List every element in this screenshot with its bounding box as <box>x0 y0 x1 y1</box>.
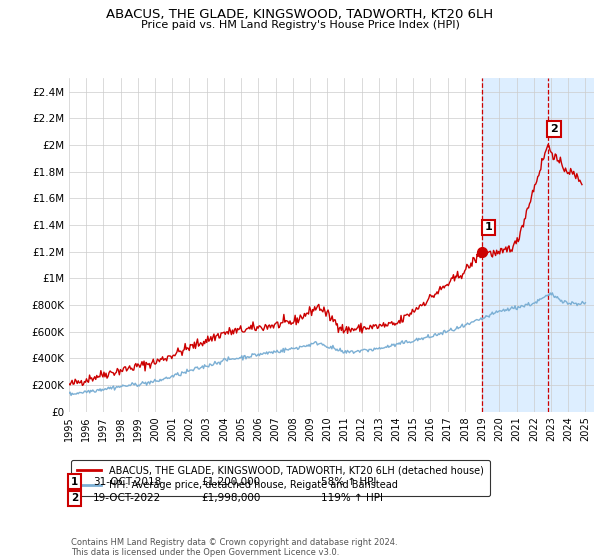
Text: Price paid vs. HM Land Registry's House Price Index (HPI): Price paid vs. HM Land Registry's House … <box>140 20 460 30</box>
Text: 19-OCT-2022: 19-OCT-2022 <box>93 493 161 503</box>
Legend: ABACUS, THE GLADE, KINGSWOOD, TADWORTH, KT20 6LH (detached house), HPI: Average : ABACUS, THE GLADE, KINGSWOOD, TADWORTH, … <box>71 460 490 496</box>
Bar <box>482 78 594 412</box>
Text: 31-OCT-2018: 31-OCT-2018 <box>93 477 161 487</box>
Text: 1: 1 <box>485 222 493 232</box>
Text: £1,200,000: £1,200,000 <box>201 477 260 487</box>
Text: 1: 1 <box>71 477 78 487</box>
Text: 2: 2 <box>71 493 78 503</box>
Text: Contains HM Land Registry data © Crown copyright and database right 2024.
This d: Contains HM Land Registry data © Crown c… <box>71 538 397 557</box>
Text: 58% ↑ HPI: 58% ↑ HPI <box>321 477 376 487</box>
Text: ABACUS, THE GLADE, KINGSWOOD, TADWORTH, KT20 6LH: ABACUS, THE GLADE, KINGSWOOD, TADWORTH, … <box>106 8 494 21</box>
Text: 2: 2 <box>550 124 558 134</box>
Text: £1,998,000: £1,998,000 <box>201 493 260 503</box>
Text: 119% ↑ HPI: 119% ↑ HPI <box>321 493 383 503</box>
